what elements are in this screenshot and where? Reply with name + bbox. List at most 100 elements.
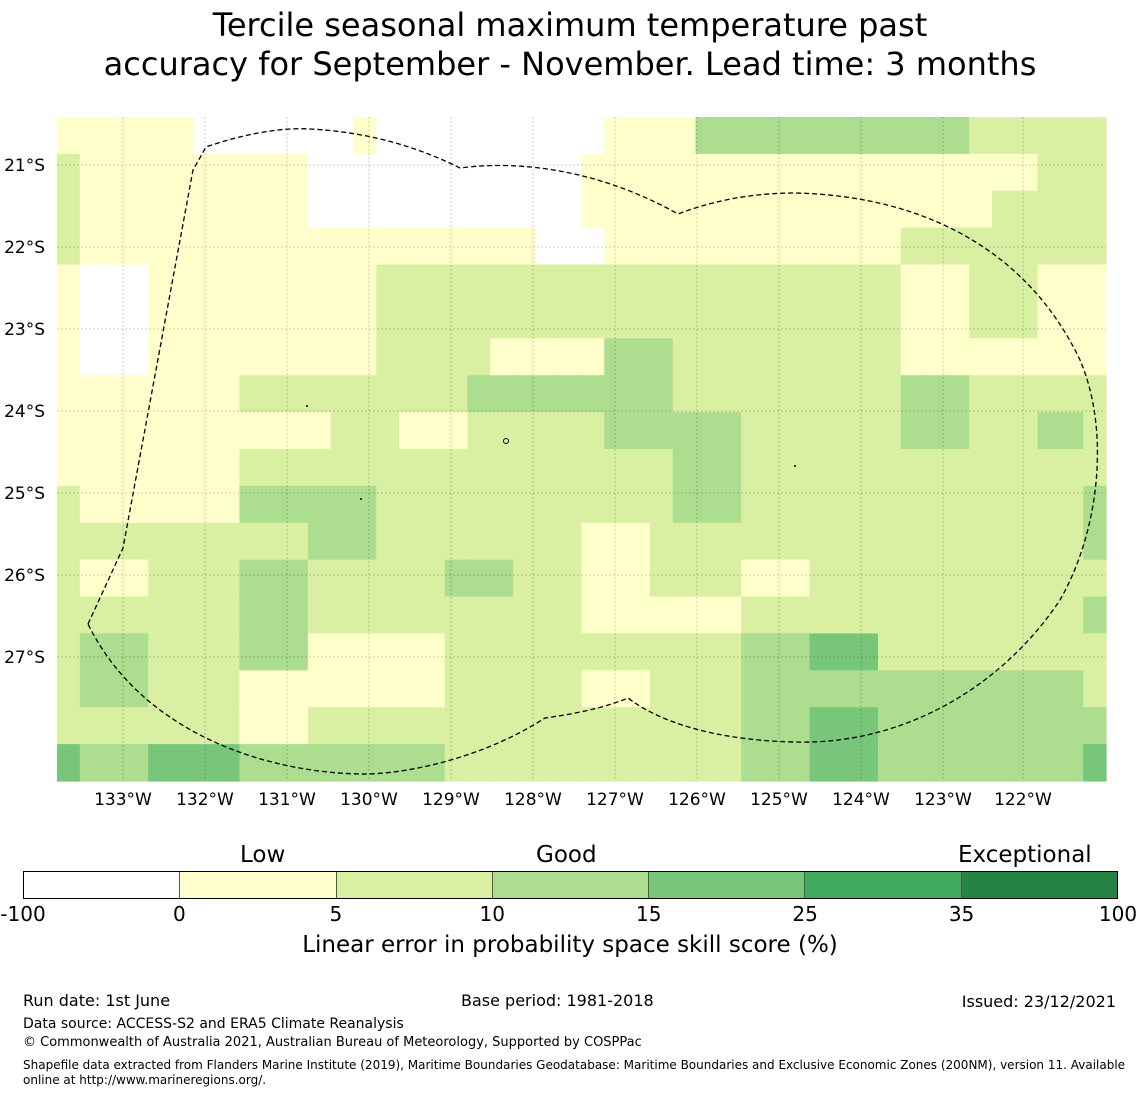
grid-cell [490,153,514,192]
grid-cell [216,670,241,708]
grid-cell [946,153,970,192]
grid-cell [444,449,469,487]
grid-cell [307,190,332,229]
grid-cell [832,596,856,635]
grid-cell [832,707,856,745]
grid-cell [581,633,605,671]
grid-cell [421,117,446,155]
grid-cell [376,264,400,303]
grid-cell [148,412,172,450]
grid-cell [604,190,628,229]
grid-cell [649,338,674,376]
grid-cell [79,670,104,708]
grid-cell [421,449,446,487]
grid-cell [763,301,788,339]
grid-cell [786,227,811,266]
grid-cell [558,449,583,487]
grid-cell [1037,153,1061,192]
grid-cell [262,744,286,782]
grid-cell [923,559,947,598]
grid-cell [672,153,697,192]
grid-cell [855,264,879,303]
grid-cell [604,412,628,450]
longitude-label: 123°W [914,790,972,810]
grid-cell [102,522,127,561]
colorbar-segment [649,872,806,898]
grid-cell [581,301,605,339]
grid-cell [79,153,104,192]
base-period: Base period: 1981-2018 [461,991,654,1010]
grid-cell [376,633,400,671]
grid-cell [695,338,719,376]
grid-cell [535,485,560,524]
grid-cell [57,412,81,450]
grid-cell [1014,522,1039,561]
grid-cell [444,190,469,229]
shapefile-credit-line-1: Shapefile data extracted from Flanders M… [23,1058,1126,1072]
colorbar-segment [24,872,181,898]
grid-cell [763,190,788,229]
grid-cell [467,670,491,708]
grid-cell [513,375,537,413]
colorbar-tick-label: -100 [0,902,46,926]
grid-cell [1014,190,1039,229]
grid-cell [991,744,1016,782]
grid-cell [763,227,788,266]
grid-cell [1083,338,1107,376]
grid-cell [57,670,81,708]
grid-cell [285,744,309,782]
grid-cell [558,301,583,339]
grid-cell [193,227,218,266]
grid-cell [991,301,1016,339]
grid-cell [57,633,81,671]
eez-boundary [87,128,1099,775]
grid-cell [672,412,697,450]
grid-cell [285,633,309,671]
grid-cell [627,264,651,303]
grid-cell [79,117,104,155]
grid-cell [900,522,925,561]
grid-cell [1060,596,1084,635]
grid-cell [809,559,833,598]
grid-cell [421,670,446,708]
grid-cell [604,227,628,266]
grid-cell [627,485,651,524]
grid-cell [444,412,469,450]
grid-cell [307,522,332,561]
grid-cell [809,117,833,155]
grid-cell [649,301,674,339]
longitude-label: 130°W [340,790,398,810]
grid-cell [649,153,674,192]
grid-cell [558,227,583,266]
grid-cell [148,190,172,229]
grid-cell [1014,485,1039,524]
grid-cell [718,412,742,450]
grid-cell [102,559,127,598]
grid-cell [649,412,674,450]
grid-cell [79,559,104,598]
grid-cell [421,633,446,671]
grid-cell [923,117,947,155]
grid-cell [946,485,970,524]
grid-cell [330,117,355,155]
grid-cell [991,153,1016,192]
skill-grid-cells [57,117,1107,782]
grid-cell [57,264,81,303]
grid-cell [809,744,833,782]
grid-cell [672,338,697,376]
grid-cell [741,744,765,782]
grid-cell [1083,522,1107,561]
grid-cell [832,227,856,266]
grid-cell [193,153,218,192]
grid-cell [102,485,127,524]
grid-cell [1083,153,1107,192]
grid-cell [513,559,537,598]
colorbar-segment [180,872,337,898]
grid-cell [79,522,104,561]
grid-cell [239,485,263,524]
grid-cell [855,153,879,192]
grid-cell [923,375,947,413]
grid-cell [991,375,1016,413]
grid-cell [125,190,149,229]
grid-cell [125,338,149,376]
